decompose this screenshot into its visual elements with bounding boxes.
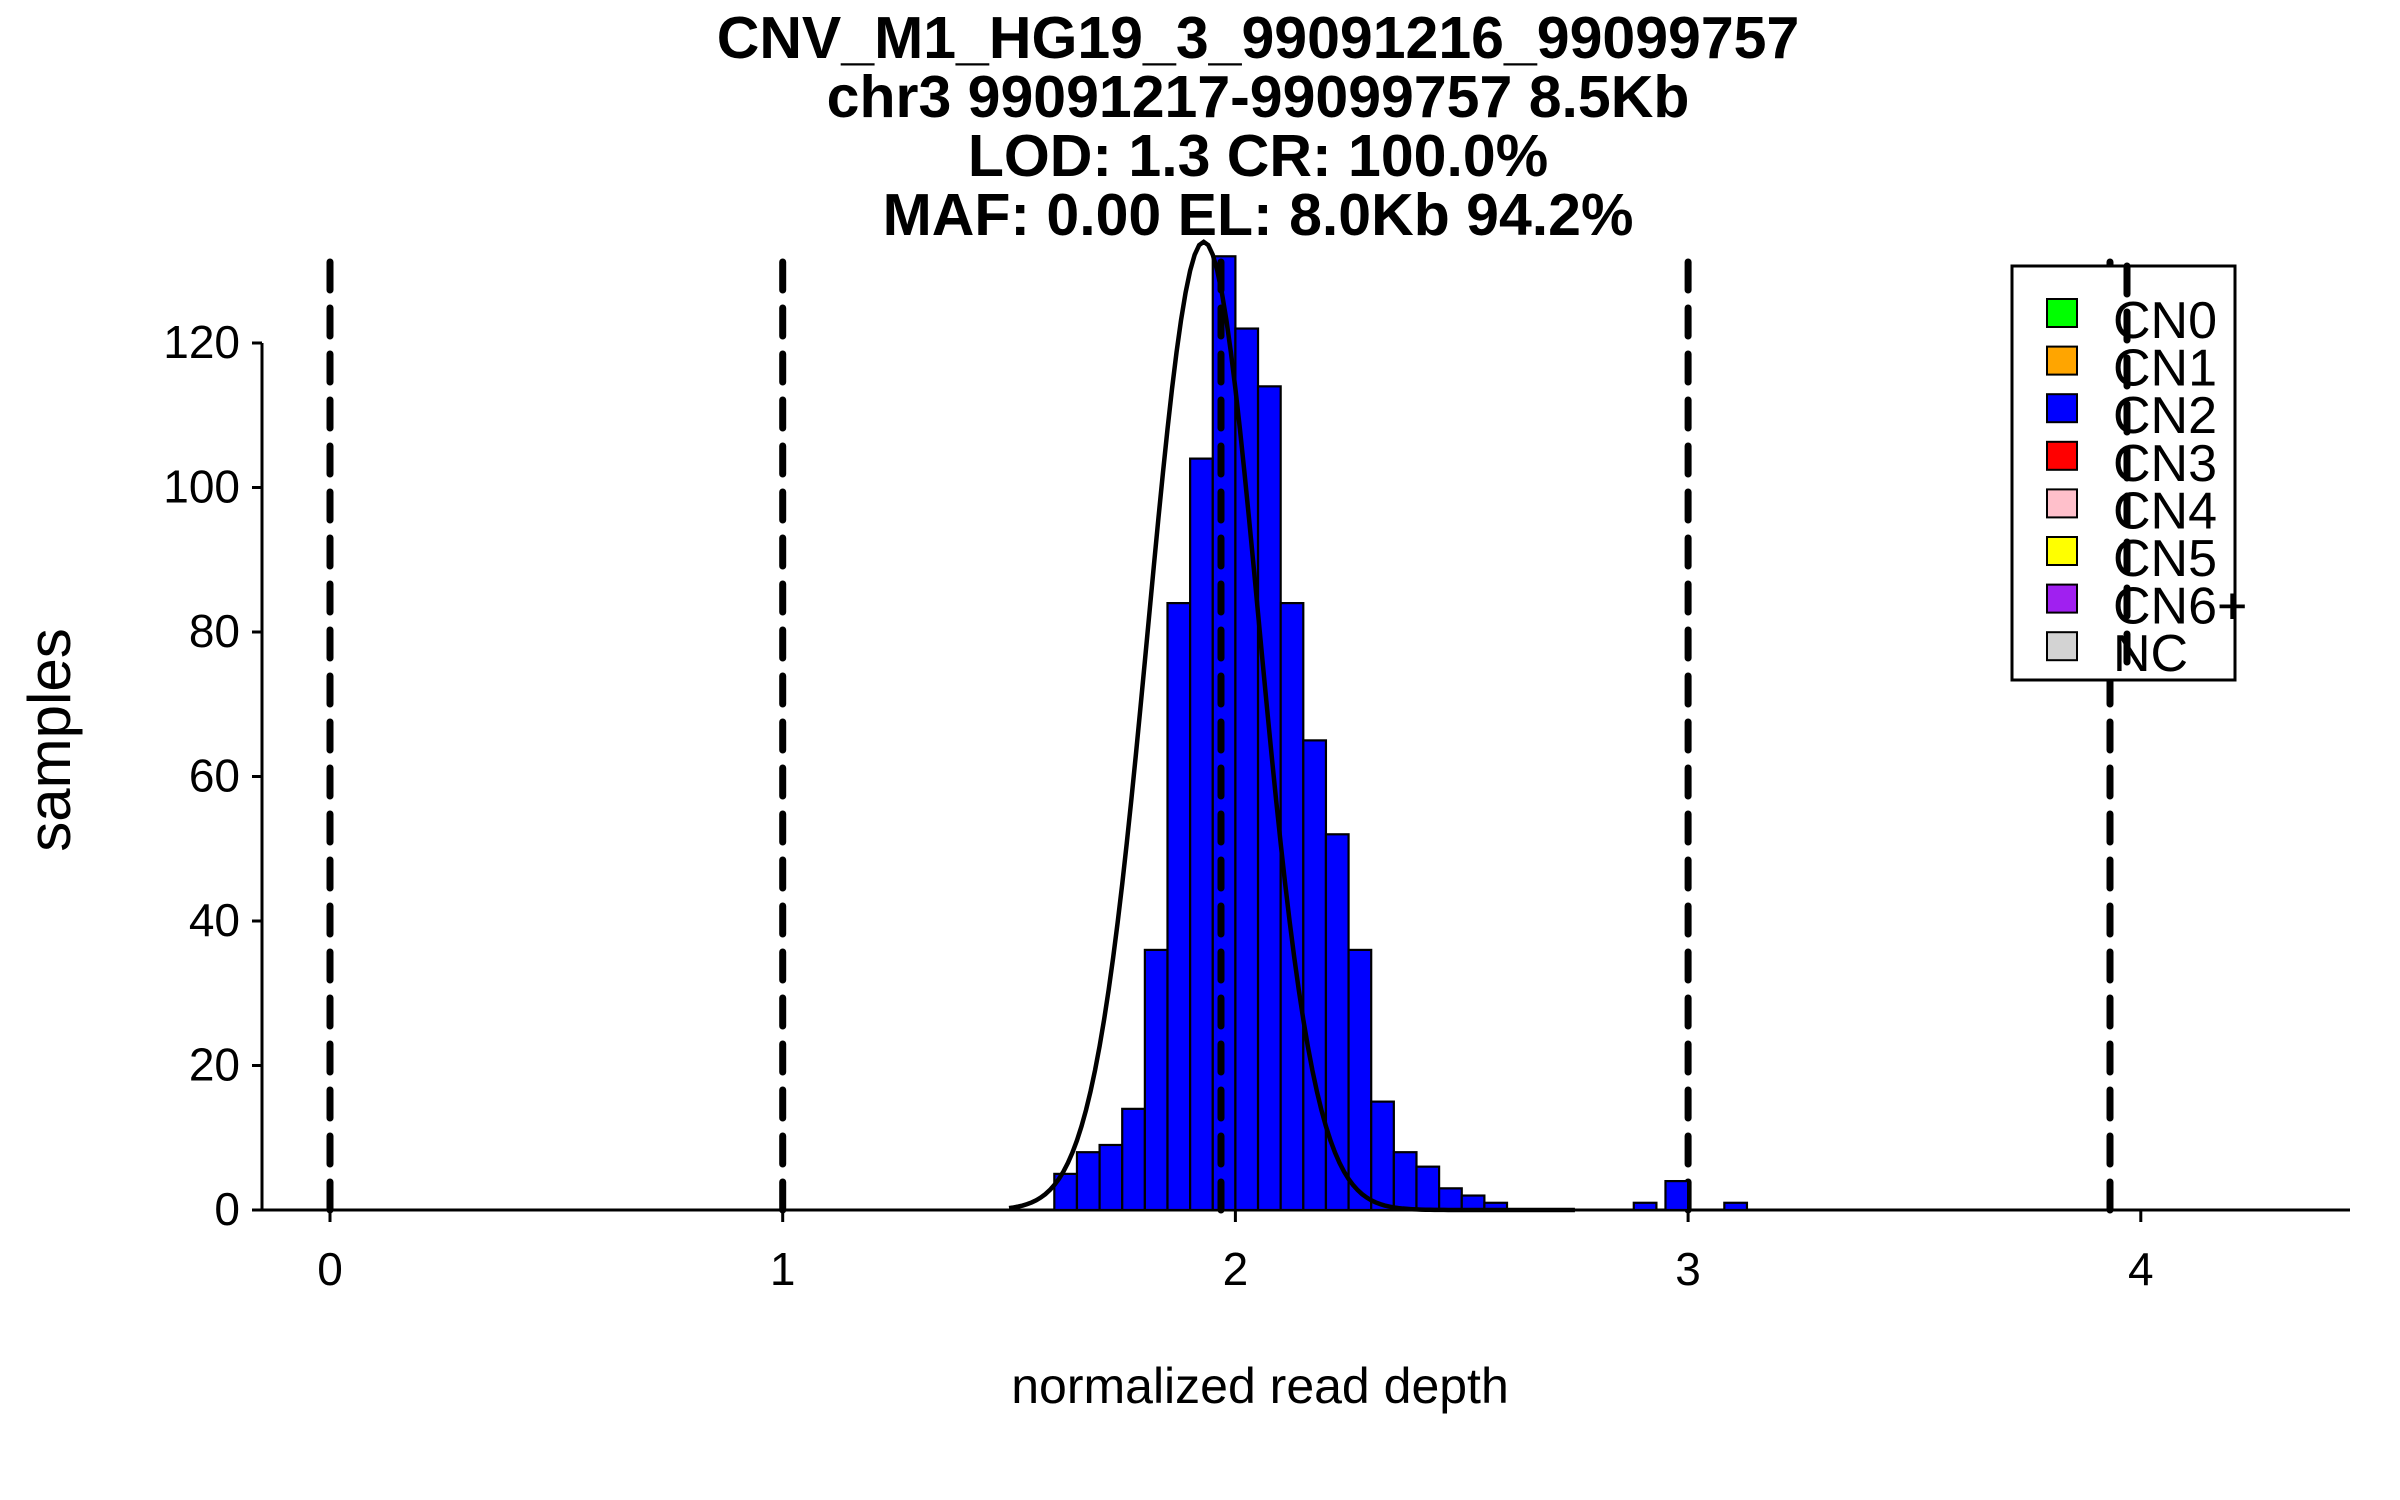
svg-text:40: 40	[189, 894, 240, 946]
svg-text:0: 0	[214, 1183, 240, 1235]
svg-text:chr3 99091217-99099757 8.5Kb: chr3 99091217-99099757 8.5Kb	[827, 64, 1690, 130]
svg-text:100: 100	[163, 461, 240, 513]
svg-text:LOD: 1.3 CR: 100.0%: LOD: 1.3 CR: 100.0%	[968, 123, 1548, 189]
svg-text:normalized read depth: normalized read depth	[1011, 1358, 1509, 1414]
svg-text:MAF: 0.00 EL: 8.0Kb 94.2%: MAF: 0.00 EL: 8.0Kb 94.2%	[883, 182, 1634, 248]
svg-text:samples: samples	[16, 628, 83, 851]
svg-text:2: 2	[1223, 1243, 1249, 1295]
svg-text:3: 3	[1675, 1243, 1701, 1295]
svg-text:4: 4	[2128, 1243, 2154, 1295]
svg-text:80: 80	[189, 605, 240, 657]
svg-text:CNV_M1_HG19_3_99091216_9909975: CNV_M1_HG19_3_99091216_99099757	[717, 5, 1800, 71]
svg-text:120: 120	[163, 316, 240, 368]
svg-text:60: 60	[189, 750, 240, 802]
svg-text:20: 20	[189, 1039, 240, 1091]
svg-text:0: 0	[317, 1243, 343, 1295]
svg-text:1: 1	[770, 1243, 796, 1295]
